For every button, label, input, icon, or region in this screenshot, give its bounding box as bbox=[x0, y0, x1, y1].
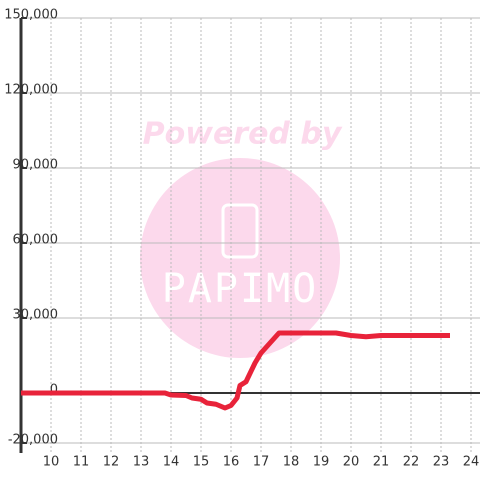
x-tick-label: 17 bbox=[253, 455, 270, 470]
x-tick-label: 10 bbox=[43, 455, 60, 470]
x-tick-label: 13 bbox=[133, 455, 150, 470]
x-tick-label: 22 bbox=[403, 455, 420, 470]
x-tick-label: 15 bbox=[193, 455, 210, 470]
grid bbox=[21, 17, 480, 453]
line bbox=[21, 330, 450, 411]
x-tick-label: 18 bbox=[283, 455, 300, 470]
watermark-icon bbox=[221, 203, 259, 259]
x-tick-label: 21 bbox=[373, 455, 390, 470]
y-tick-label: 60,000 bbox=[13, 233, 59, 248]
y-tick-label: 90,000 bbox=[13, 158, 59, 173]
watermark: Powered by PAPIMO bbox=[140, 117, 343, 358]
y-tick-label: 0 bbox=[50, 383, 58, 398]
y-tick-label: 120,000 bbox=[4, 83, 58, 98]
x-tick-label: 19 bbox=[313, 455, 330, 470]
x-tick-label: 16 bbox=[223, 455, 240, 470]
watermark-logo: PAPIMO bbox=[162, 266, 319, 312]
y-tick-label: -20,000 bbox=[8, 433, 58, 448]
x-tick-label: 20 bbox=[343, 455, 360, 470]
x-tick-label: 11 bbox=[73, 455, 90, 470]
watermark-text: Powered by bbox=[143, 117, 343, 152]
x-tick-label: 24 bbox=[463, 455, 480, 470]
x-tick-label: 12 bbox=[103, 455, 120, 470]
x-tick-label: 14 bbox=[163, 455, 180, 470]
y-tick-label: 30,000 bbox=[13, 308, 59, 323]
x-tick-label: 23 bbox=[433, 455, 450, 470]
y-tick-label: 150,000 bbox=[4, 8, 58, 23]
